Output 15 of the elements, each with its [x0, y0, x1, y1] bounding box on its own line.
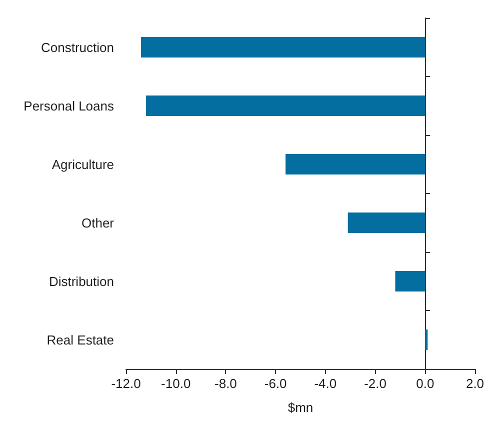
y-tick-label: Other	[81, 215, 115, 230]
x-tick-label: 0.0	[416, 376, 434, 391]
x-tick-label: -12.0	[111, 376, 141, 391]
y-tick-label: Agriculture	[52, 156, 114, 172]
x-tick-label: -4.0	[314, 376, 337, 391]
x-tick-label: -10.0	[161, 376, 191, 391]
x-axis-title: $mn	[288, 400, 314, 415]
x-tick-label: -8.0	[214, 376, 237, 391]
y-tick-label: Real Estate	[46, 332, 114, 348]
x-tick-label: -2.0	[364, 376, 386, 391]
x-tick-label: 2.0	[466, 376, 484, 391]
y-tick-label: Construction	[41, 40, 114, 55]
y-tick-label: Distribution	[48, 274, 114, 289]
x-tick-label: -6.0	[264, 376, 287, 391]
y-tick-label: Personal Loans	[24, 98, 114, 114]
